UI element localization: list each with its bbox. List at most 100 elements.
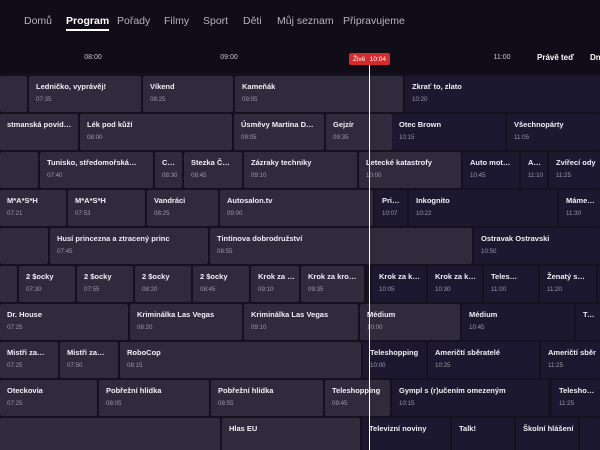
program-cell[interactable]: Mistři za… 07:50 bbox=[60, 342, 118, 378]
program-cell[interactable]: Krok za k… 09:10 bbox=[251, 266, 299, 302]
program-cell[interactable]: Teles bbox=[576, 304, 600, 340]
program-cell[interactable]: Kameňák 09:05 bbox=[235, 76, 403, 112]
program-cell[interactable]: Cy… 08:30 bbox=[155, 152, 182, 188]
program-title: Talk! bbox=[459, 424, 476, 433]
nav-item-home[interactable]: Domů bbox=[24, 15, 53, 27]
program-cell[interactable]: Teleshopping 10:00 bbox=[363, 342, 426, 378]
program-cell[interactable]: Dr. House 07:25 bbox=[0, 304, 128, 340]
program-cell[interactable]: stmanská povíd… bbox=[0, 114, 78, 150]
program-cell[interactable]: Víkend 08:25 bbox=[143, 76, 233, 112]
channel-row: 2 $ocky 07:30 2 $ocky 07:55 2 $ocky 08:20 2 $o… bbox=[0, 266, 600, 304]
program-cell[interactable]: Au… 11:10 bbox=[521, 152, 547, 188]
program-cell[interactable]: Auto mot… 10:45 bbox=[463, 152, 519, 188]
program-cell[interactable]: Krok za krok… 10:30 bbox=[428, 266, 482, 302]
program-cell[interactable]: Inkognito 10:22 bbox=[409, 190, 557, 226]
program-cell[interactable]: Máme rád 11:30 bbox=[559, 190, 600, 226]
program-cell[interactable]: Oteckovia 07:25 bbox=[0, 380, 97, 416]
program-start-time: 10:45 bbox=[470, 172, 486, 179]
program-cell[interactable]: Televizní noviny bbox=[362, 418, 450, 450]
program-title: Všechnopárty bbox=[514, 120, 564, 129]
program-cell[interactable]: Lék pod kůží 08:00 bbox=[80, 114, 232, 150]
nav-item-program[interactable]: Program bbox=[66, 15, 110, 31]
program-cell[interactable]: 2 $ocky 08:20 bbox=[135, 266, 191, 302]
program-cell[interactable]: 2 $ocky 07:30 bbox=[19, 266, 75, 302]
program-title: Vandráci bbox=[154, 196, 186, 205]
program-cell[interactable]: Talk! bbox=[452, 418, 514, 450]
nav-item-movies[interactable]: Filmy bbox=[164, 15, 190, 27]
program-cell[interactable]: Ledničko, vyprávěj! 07:35 bbox=[29, 76, 141, 112]
program-cell[interactable]: Úsměvy Martina D… 09:05 bbox=[234, 114, 324, 150]
program-cell[interactable]: Zvířecí ody 11:25 bbox=[549, 152, 600, 188]
program-cell[interactable] bbox=[580, 418, 600, 450]
day-button[interactable]: Dne bbox=[590, 53, 600, 62]
program-cell[interactable]: Otec Brown 10:15 bbox=[392, 114, 505, 150]
program-cell[interactable]: Krok za k… 10:05 bbox=[372, 266, 426, 302]
program-cell[interactable]: Médium 10:00 bbox=[360, 304, 460, 340]
program-cell[interactable]: Autosalon.tv 09:00 bbox=[220, 190, 373, 226]
program-start-time: 09:35 bbox=[308, 286, 324, 293]
program-cell[interactable]: Američtí sběratelé 10:25 bbox=[428, 342, 539, 378]
nav-item-shows[interactable]: Pořady bbox=[117, 15, 151, 27]
program-start-time: 07:21 bbox=[7, 210, 23, 217]
program-cell[interactable] bbox=[0, 228, 48, 264]
program-cell[interactable]: Zázraky techniky 09:10 bbox=[244, 152, 357, 188]
program-cell[interactable] bbox=[0, 152, 38, 188]
nav-item-upcoming[interactable]: Připravujeme bbox=[343, 15, 405, 27]
program-cell[interactable]: Vandráci 08:25 bbox=[147, 190, 218, 226]
program-title: Cy… bbox=[162, 158, 180, 167]
nav-item-my-list[interactable]: Můj seznam bbox=[277, 15, 334, 27]
program-cell[interactable]: Stezka Č… 08:45 bbox=[184, 152, 242, 188]
program-cell[interactable]: Tunisko, středomořská… 07:40 bbox=[40, 152, 153, 188]
program-title: Televizní noviny bbox=[369, 424, 427, 433]
program-cell[interactable]: Ženatý s bbox=[598, 266, 600, 302]
program-cell[interactable]: Gympl s (r)učením omezeným 10:15 bbox=[392, 380, 548, 416]
program-cell[interactable]: Školní hlášení bbox=[516, 418, 578, 450]
program-start-time: 07:25 bbox=[7, 362, 23, 369]
program-cell[interactable]: Médium 10:45 bbox=[462, 304, 574, 340]
program-cell[interactable]: Pri… 10:07 bbox=[375, 190, 407, 226]
program-cell[interactable]: M*A*S*H 07:53 bbox=[68, 190, 145, 226]
program-cell[interactable]: Kriminálka Las Vegas 08:20 bbox=[130, 304, 242, 340]
program-start-time: 10:00 bbox=[366, 172, 382, 179]
program-title: Auto mot… bbox=[470, 158, 511, 167]
program-cell[interactable]: Pobřežní hlídka 08:05 bbox=[99, 380, 209, 416]
program-cell[interactable]: 2 $ocky 07:55 bbox=[77, 266, 133, 302]
program-cell[interactable] bbox=[0, 418, 220, 450]
program-cell[interactable] bbox=[0, 76, 27, 112]
program-cell[interactable]: Mistři za… 07:25 bbox=[0, 342, 58, 378]
program-title: Ostravak Ostravski bbox=[481, 234, 550, 243]
program-start-time: 09:45 bbox=[332, 400, 348, 407]
program-start-time: 07:45 bbox=[57, 248, 73, 255]
program-cell[interactable]: Teleshopping 09:45 bbox=[325, 380, 390, 416]
program-cell[interactable]: Kriminálka Las Vegas 09:10 bbox=[244, 304, 358, 340]
program-cell[interactable]: Ženatý s… 11:20 bbox=[540, 266, 596, 302]
program-cell[interactable]: M*A*S*H 07:21 bbox=[0, 190, 66, 226]
nav-item-kids[interactable]: Děti bbox=[243, 15, 262, 27]
now-button[interactable]: Právě teď bbox=[537, 53, 574, 62]
program-title: Otec Brown bbox=[399, 120, 442, 129]
program-title: Hlas EU bbox=[229, 424, 258, 433]
nav-item-sport[interactable]: Sport bbox=[203, 15, 229, 27]
program-cell[interactable]: Gejzír 09:35 bbox=[326, 114, 392, 150]
program-cell[interactable]: Letecké katastrofy 10:00 bbox=[359, 152, 461, 188]
program-cell[interactable]: Hlas EU bbox=[222, 418, 360, 450]
program-title: 2 $ocky bbox=[200, 272, 228, 281]
program-cell[interactable]: 2 $ocky 08:45 bbox=[193, 266, 249, 302]
program-cell[interactable]: Ostravak Ostravski 10:50 bbox=[474, 228, 600, 264]
program-cell[interactable]: Američtí sběr 11:25 bbox=[541, 342, 600, 378]
program-cell[interactable]: Husí princezna a ztracený princ 07:45 bbox=[50, 228, 208, 264]
program-cell[interactable]: Všechnopárty 11:05 bbox=[507, 114, 600, 150]
program-title: M*A*S*H bbox=[7, 196, 38, 205]
program-cell[interactable]: Teles… 11:00 bbox=[484, 266, 538, 302]
program-cell[interactable] bbox=[0, 266, 17, 302]
program-cell[interactable]: Tintinova dobrodružství 08:55 bbox=[210, 228, 472, 264]
program-cell[interactable]: Krok za krok… 09:35 bbox=[301, 266, 364, 302]
program-cell[interactable]: RoboCop 08:15 bbox=[120, 342, 361, 378]
program-start-time: 10:30 bbox=[435, 286, 451, 293]
program-title: Pobřežní hlídka bbox=[106, 386, 162, 395]
program-cell[interactable]: Pobřežní hlídka 08:55 bbox=[211, 380, 323, 416]
program-cell[interactable]: Zkrať to, zlato 10:20 bbox=[405, 76, 600, 112]
program-title: Teles… bbox=[491, 272, 518, 281]
program-title: Máme rád bbox=[566, 196, 600, 205]
program-cell[interactable]: Teleshoppin 11:25 bbox=[552, 380, 600, 416]
